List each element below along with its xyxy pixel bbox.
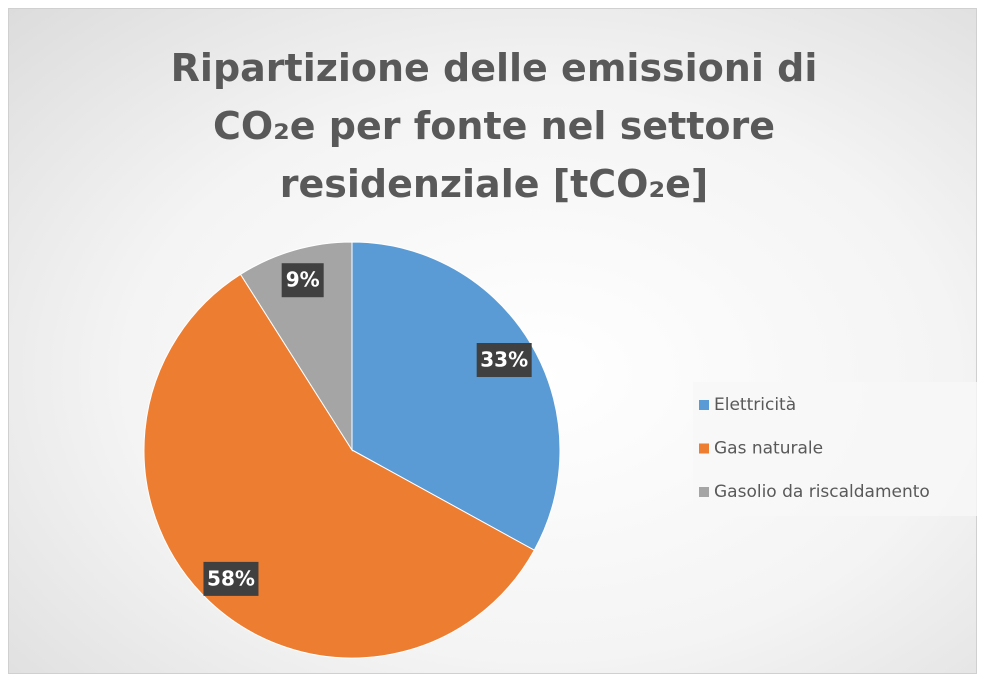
legend-swatch [699,400,709,410]
legend-label: Gasolio da riscaldamento [714,482,930,502]
legend-label: Elettricità [714,395,796,415]
data-label-box [281,263,324,298]
legend-box [693,382,977,516]
chart-title: Ripartizione delle emissioni di CO₂e per… [170,46,818,206]
data-label: 9% [286,268,320,292]
data-label: 58% [207,566,255,590]
pie-slice [239,241,353,452]
data-label-box [203,561,259,596]
data-label-box [476,343,532,378]
legend-swatch [699,487,709,497]
legend-label: Gas naturale [714,439,823,459]
data-label: 33% [480,348,528,372]
legend-swatch [699,443,709,454]
